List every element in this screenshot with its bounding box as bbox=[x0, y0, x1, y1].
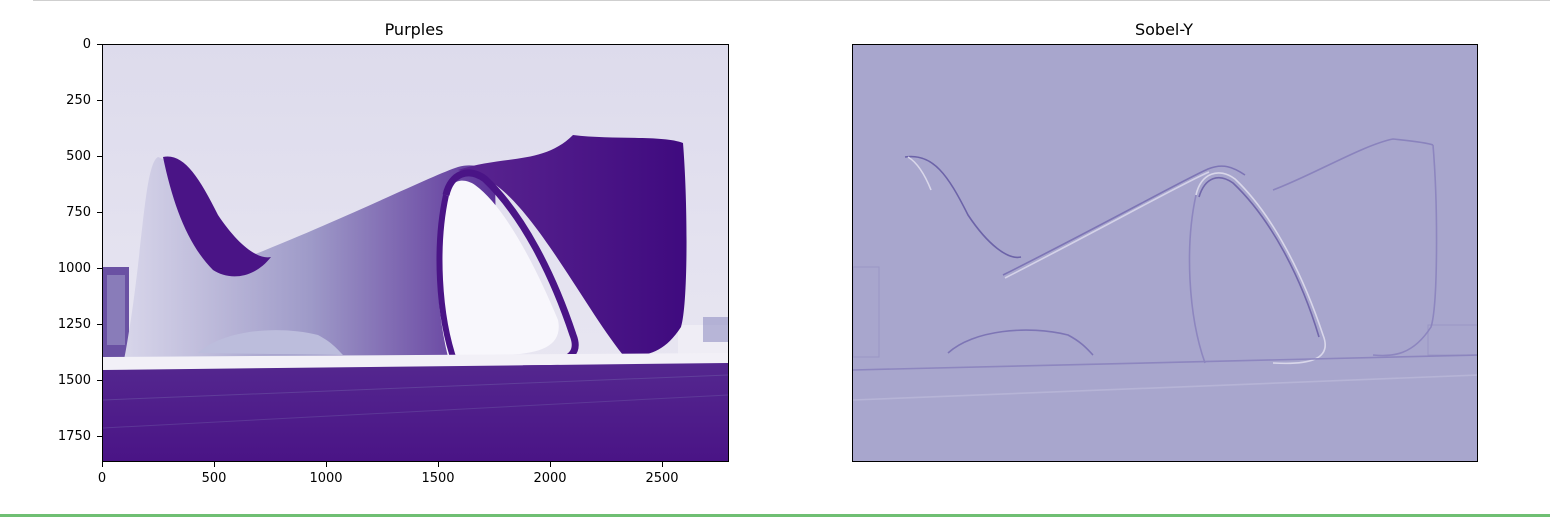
x-tick-mark bbox=[438, 462, 439, 467]
sobel-y-image bbox=[853, 45, 1477, 461]
x-tick-label: 0 bbox=[98, 471, 106, 486]
y-tick-mark bbox=[97, 156, 102, 157]
x-tick-label: 1000 bbox=[309, 471, 342, 486]
y-tick-label: 0 bbox=[83, 37, 91, 52]
y-tick-label: 1500 bbox=[58, 373, 91, 388]
y-tick-label: 500 bbox=[66, 149, 91, 164]
purples-image bbox=[103, 45, 728, 461]
x-tick-mark bbox=[214, 462, 215, 467]
y-tick-label: 750 bbox=[66, 205, 91, 220]
y-tick-mark bbox=[97, 212, 102, 213]
x-tick-mark bbox=[662, 462, 663, 467]
x-tick-label: 500 bbox=[202, 471, 227, 486]
cell-divider bbox=[33, 0, 1550, 1]
y-tick-label: 1000 bbox=[58, 261, 91, 276]
y-tick-mark bbox=[97, 44, 102, 45]
y-tick-mark bbox=[97, 380, 102, 381]
y-tick-mark bbox=[97, 268, 102, 269]
left-image-frame bbox=[102, 44, 729, 462]
x-tick-mark bbox=[550, 462, 551, 467]
y-tick-label: 1750 bbox=[58, 429, 91, 444]
y-tick-mark bbox=[97, 436, 102, 437]
right-image-frame bbox=[852, 44, 1478, 462]
x-tick-label: 2000 bbox=[533, 471, 566, 486]
x-tick-label: 1500 bbox=[421, 471, 454, 486]
x-tick-mark bbox=[102, 462, 103, 467]
left-plot-title: Purples bbox=[385, 20, 444, 39]
y-tick-mark bbox=[97, 100, 102, 101]
y-tick-label: 250 bbox=[66, 93, 91, 108]
y-tick-mark bbox=[97, 324, 102, 325]
y-tick-label: 1250 bbox=[58, 317, 91, 332]
x-tick-label: 2500 bbox=[645, 471, 678, 486]
right-plot-title: Sobel-Y bbox=[1135, 20, 1193, 39]
x-tick-mark bbox=[326, 462, 327, 467]
